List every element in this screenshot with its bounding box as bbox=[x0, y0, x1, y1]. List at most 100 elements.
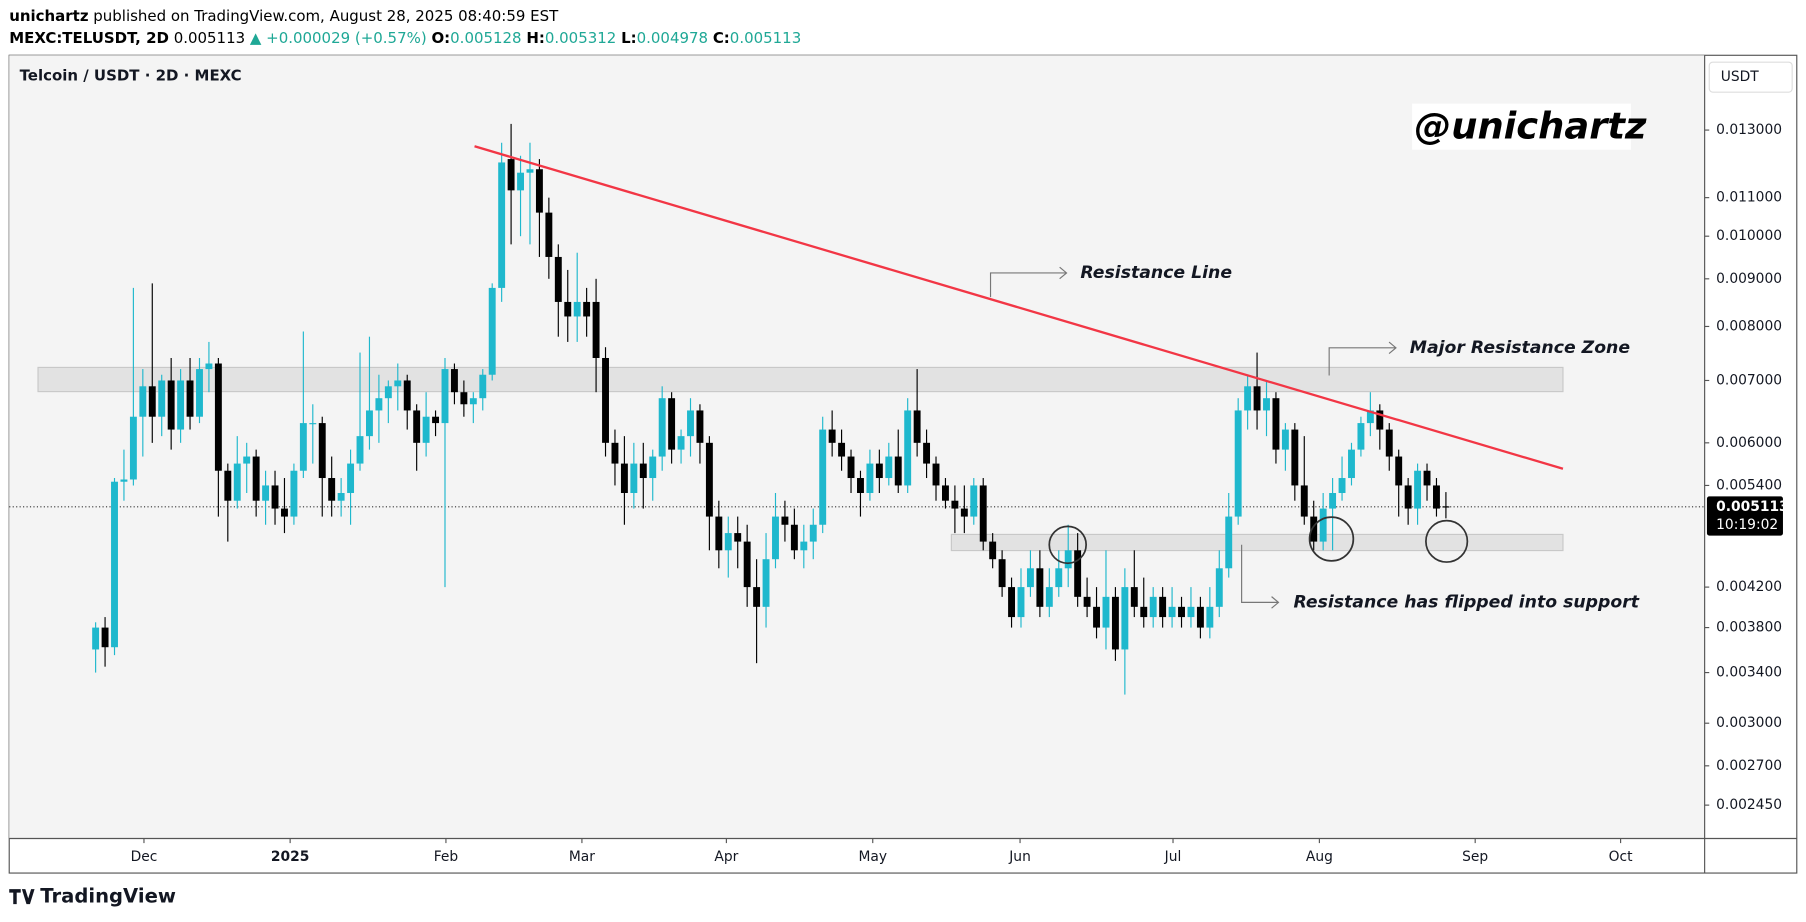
candle-body bbox=[857, 478, 864, 494]
candle-body bbox=[167, 380, 175, 430]
x-tick-label: Dec bbox=[131, 849, 158, 865]
candle-body bbox=[1404, 485, 1412, 509]
candle-body bbox=[1149, 596, 1157, 618]
x-tick-label: 2025 bbox=[271, 849, 309, 865]
candle-body bbox=[299, 423, 307, 471]
candle-body bbox=[1366, 410, 1374, 424]
y-tick-label: 0.007000 bbox=[1716, 372, 1782, 388]
last-price: 0.005113 bbox=[174, 29, 245, 47]
y-tick-label: 0.011000 bbox=[1716, 190, 1782, 206]
y-tick-label: 0.005400 bbox=[1716, 477, 1782, 493]
candle-body bbox=[328, 478, 336, 501]
highlight-circle bbox=[1308, 516, 1355, 562]
candle-body bbox=[639, 463, 647, 479]
candle-body bbox=[564, 301, 572, 317]
candle-body bbox=[989, 541, 997, 560]
header-line: unichartz published on TradingView.com, … bbox=[9, 7, 559, 25]
candle-body bbox=[1074, 550, 1082, 597]
candle-body bbox=[535, 169, 543, 213]
y-tick-label: 0.010000 bbox=[1716, 228, 1782, 244]
candle-body bbox=[1442, 506, 1450, 508]
annotation: Resistance has flipped into support bbox=[1293, 592, 1639, 612]
candle-body bbox=[488, 287, 496, 375]
trendline bbox=[474, 145, 1564, 470]
candle-body bbox=[970, 485, 978, 517]
x-tick-label: Sep bbox=[1462, 849, 1488, 865]
candle-body bbox=[148, 386, 156, 417]
plot-area bbox=[9, 55, 1705, 839]
highlight-circle bbox=[1425, 519, 1469, 563]
candle-body bbox=[1093, 606, 1100, 628]
candle-body bbox=[1178, 606, 1185, 618]
candle-body bbox=[1234, 410, 1242, 517]
candle-body bbox=[838, 442, 846, 457]
candle-body bbox=[1130, 587, 1138, 607]
candle-body bbox=[1395, 456, 1403, 486]
candle-body bbox=[158, 380, 166, 417]
candle-body bbox=[1376, 410, 1384, 430]
candle-body bbox=[318, 423, 326, 479]
candle-body bbox=[1159, 596, 1167, 618]
candle-body bbox=[214, 363, 222, 471]
candle-body bbox=[724, 533, 732, 551]
candle-body bbox=[139, 386, 147, 417]
candle-body bbox=[262, 485, 270, 501]
support-zone bbox=[950, 533, 1564, 552]
candle-body bbox=[1414, 470, 1422, 509]
candle-body bbox=[932, 463, 940, 486]
candle-body bbox=[233, 463, 241, 501]
candle-body bbox=[101, 627, 109, 648]
price-box bbox=[1706, 496, 1783, 536]
candle-body bbox=[517, 172, 524, 191]
candle-body bbox=[450, 369, 458, 393]
candle-body bbox=[196, 369, 203, 417]
candle-body bbox=[1102, 596, 1110, 628]
candle-body bbox=[941, 485, 949, 501]
candle-body bbox=[1385, 429, 1393, 457]
candle-body bbox=[602, 357, 609, 443]
x-tick-label: May bbox=[858, 849, 887, 865]
candle-body bbox=[847, 456, 855, 479]
x-tick-label: Aug bbox=[1306, 849, 1333, 865]
candle-body bbox=[1196, 606, 1204, 628]
candle-body bbox=[460, 392, 468, 405]
candle-body bbox=[809, 524, 817, 542]
axes: 0.013000 0.011000 0.010000 0.009000 0.008000… bbox=[131, 122, 1782, 865]
candle-body bbox=[92, 627, 100, 650]
author: unichartz bbox=[9, 7, 88, 25]
candle-body bbox=[1244, 386, 1252, 411]
candles bbox=[92, 123, 1450, 695]
y-tick-label: 0.004200 bbox=[1716, 579, 1782, 595]
candle-body bbox=[998, 559, 1006, 588]
y-tick-label: 0.008000 bbox=[1716, 318, 1782, 334]
candle-body bbox=[743, 541, 751, 588]
candle-body bbox=[875, 463, 883, 479]
candle-body bbox=[479, 374, 487, 399]
candle-body bbox=[781, 516, 789, 525]
candle-body bbox=[696, 410, 704, 443]
candle-body bbox=[526, 169, 534, 173]
price-label: 0.005113 bbox=[1716, 499, 1789, 515]
annotation: Major Resistance Zone bbox=[1410, 338, 1631, 358]
candle-body bbox=[1263, 398, 1270, 411]
candle-body bbox=[271, 485, 279, 509]
arrow bbox=[989, 266, 1068, 298]
candle-body bbox=[1310, 516, 1318, 542]
candle-body bbox=[715, 516, 723, 551]
candle-body bbox=[1348, 449, 1355, 479]
candle-body bbox=[281, 508, 288, 517]
candle-body bbox=[252, 456, 260, 501]
candle-body bbox=[828, 429, 836, 443]
candle-body bbox=[1357, 423, 1365, 450]
candle-body bbox=[1215, 568, 1223, 607]
o-value: 0.005128 bbox=[450, 29, 521, 47]
y-tick-label: 0.003400 bbox=[1716, 665, 1782, 681]
y-tick-label: 0.002450 bbox=[1716, 797, 1782, 813]
candle-body bbox=[1423, 470, 1431, 486]
candle-body bbox=[687, 410, 694, 437]
brand: TradingView bbox=[40, 885, 176, 908]
candle-body bbox=[422, 416, 430, 443]
candle-body bbox=[1281, 429, 1289, 450]
candle-body bbox=[347, 463, 355, 494]
